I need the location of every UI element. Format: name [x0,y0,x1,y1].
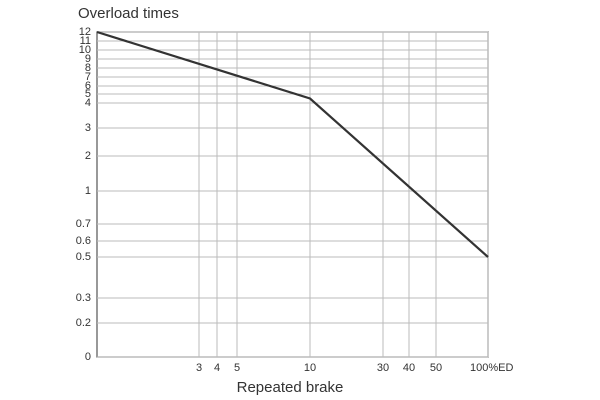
chart-title: Overload times [78,5,179,22]
y-tick-label: 0 [85,351,91,363]
x-axis-label: Repeated brake [237,379,344,396]
x-tick-label: 50 [430,362,442,374]
data-line [96,30,489,258]
x-tick-label: 100%ED [470,362,513,374]
x-tick-label: 30 [377,362,389,374]
x-tick-label: 40 [403,362,415,374]
y-tick-label: 8 [85,62,91,74]
x-tick-label: 5 [234,362,240,374]
y-tick-label: 6 [85,80,91,92]
y-tick-label: 9 [85,53,91,65]
y-tick-label: 4 [85,97,91,109]
y-tick-label: 10 [79,44,91,56]
plot-frame [96,31,489,358]
y-tick-label: 0.2 [76,317,91,329]
y-tick-label: 1 [85,185,91,197]
y-tick-label: 12 [79,26,91,38]
y-tick-label: 0.6 [76,235,91,247]
y-tick-label: 0.7 [76,218,91,230]
x-tick-label: 10 [304,362,316,374]
y-tick-label: 2 [85,150,91,162]
y-tick-label: 0.5 [76,251,91,263]
y-tick-label: 11 [80,35,91,47]
y-tick-label: 3 [85,122,91,134]
y-tick-label: 7 [85,71,91,83]
y-tick-label: 5 [85,88,91,100]
x-tick-label: 3 [196,362,202,374]
y-tick-label: 0.3 [76,292,91,304]
x-tick-label: 4 [214,362,220,374]
